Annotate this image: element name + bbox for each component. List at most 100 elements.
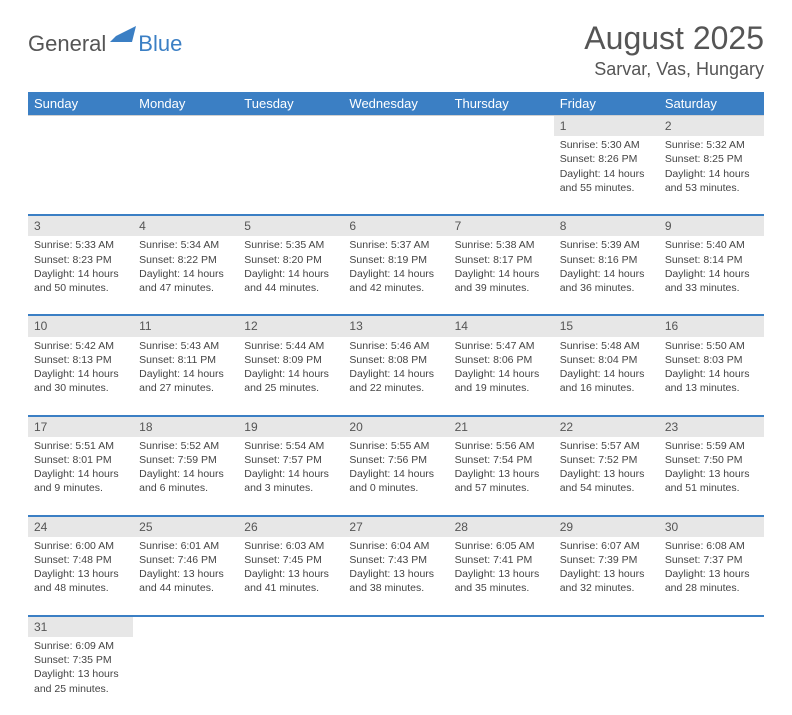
day-number-cell: 9 <box>659 215 764 236</box>
cell-line: Sunset: 7:45 PM <box>244 553 337 567</box>
cell-line: Sunset: 8:03 PM <box>665 353 758 367</box>
day-cell: Sunrise: 5:48 AMSunset: 8:04 PMDaylight:… <box>554 337 659 415</box>
day-number-cell <box>133 116 238 137</box>
day-cell: Sunrise: 6:05 AMSunset: 7:41 PMDaylight:… <box>449 537 554 615</box>
cell-line: Daylight: 14 hours <box>34 467 127 481</box>
day-cell: Sunrise: 5:43 AMSunset: 8:11 PMDaylight:… <box>133 337 238 415</box>
cell-line: and 53 minutes. <box>665 181 758 195</box>
week-row: Sunrise: 6:09 AMSunset: 7:35 PMDaylight:… <box>28 637 764 715</box>
cell-line: and 30 minutes. <box>34 381 127 395</box>
cell-line: Sunrise: 6:00 AM <box>34 539 127 553</box>
day-number-cell: 29 <box>554 516 659 537</box>
day-cell: Sunrise: 6:09 AMSunset: 7:35 PMDaylight:… <box>28 637 133 715</box>
day-number-cell <box>238 616 343 637</box>
day-number-cell: 27 <box>343 516 448 537</box>
day-number-cell: 6 <box>343 215 448 236</box>
cell-line: and 35 minutes. <box>455 581 548 595</box>
day-number-cell <box>449 616 554 637</box>
cell-line: Daylight: 13 hours <box>139 567 232 581</box>
day-number-cell: 17 <box>28 416 133 437</box>
cell-line: Daylight: 14 hours <box>139 367 232 381</box>
day-number-cell: 8 <box>554 215 659 236</box>
day-number-cell: 26 <box>238 516 343 537</box>
cell-line: and 33 minutes. <box>665 281 758 295</box>
cell-line: Sunset: 8:26 PM <box>560 152 653 166</box>
day-cell: Sunrise: 5:50 AMSunset: 8:03 PMDaylight:… <box>659 337 764 415</box>
cell-line: Sunset: 8:01 PM <box>34 453 127 467</box>
cell-line: Sunrise: 5:35 AM <box>244 238 337 252</box>
day-cell: Sunrise: 5:30 AMSunset: 8:26 PMDaylight:… <box>554 136 659 214</box>
cell-line: and 38 minutes. <box>349 581 442 595</box>
daynum-row: 10111213141516 <box>28 315 764 336</box>
cell-line: Daylight: 13 hours <box>34 567 127 581</box>
day-number-cell: 28 <box>449 516 554 537</box>
cell-line: Sunset: 7:56 PM <box>349 453 442 467</box>
logo-part2: Blue <box>138 31 182 57</box>
cell-line: Sunset: 8:13 PM <box>34 353 127 367</box>
day-cell: Sunrise: 5:44 AMSunset: 8:09 PMDaylight:… <box>238 337 343 415</box>
day-number-cell <box>238 116 343 137</box>
day-number-cell <box>449 116 554 137</box>
day-number-cell: 20 <box>343 416 448 437</box>
cell-line: Daylight: 14 hours <box>244 367 337 381</box>
cell-line: Daylight: 14 hours <box>139 467 232 481</box>
day-number-cell <box>133 616 238 637</box>
cell-line: Daylight: 13 hours <box>560 567 653 581</box>
week-row: Sunrise: 5:42 AMSunset: 8:13 PMDaylight:… <box>28 337 764 415</box>
cell-line: Sunset: 7:39 PM <box>560 553 653 567</box>
day-cell: Sunrise: 5:35 AMSunset: 8:20 PMDaylight:… <box>238 236 343 314</box>
day-number-cell: 31 <box>28 616 133 637</box>
day-cell: Sunrise: 6:01 AMSunset: 7:46 PMDaylight:… <box>133 537 238 615</box>
cell-line: Sunrise: 5:47 AM <box>455 339 548 353</box>
cell-line: Sunset: 7:52 PM <box>560 453 653 467</box>
week-row: Sunrise: 5:33 AMSunset: 8:23 PMDaylight:… <box>28 236 764 314</box>
cell-line: Sunrise: 6:05 AM <box>455 539 548 553</box>
cell-line: Daylight: 13 hours <box>560 467 653 481</box>
day-number-cell <box>343 116 448 137</box>
day-number-cell: 7 <box>449 215 554 236</box>
day-number-cell: 30 <box>659 516 764 537</box>
day-header: Thursday <box>449 92 554 116</box>
cell-line: Daylight: 14 hours <box>349 367 442 381</box>
cell-line: Daylight: 14 hours <box>560 367 653 381</box>
cell-line: Sunset: 7:35 PM <box>34 653 127 667</box>
cell-line: Daylight: 14 hours <box>349 467 442 481</box>
cell-line: Sunset: 8:08 PM <box>349 353 442 367</box>
cell-line: Sunset: 8:17 PM <box>455 253 548 267</box>
cell-line: Sunrise: 5:37 AM <box>349 238 442 252</box>
cell-line: and 54 minutes. <box>560 481 653 495</box>
day-cell <box>133 136 238 214</box>
day-header: Friday <box>554 92 659 116</box>
day-number-cell: 24 <box>28 516 133 537</box>
day-cell: Sunrise: 5:51 AMSunset: 8:01 PMDaylight:… <box>28 437 133 515</box>
cell-line: and 57 minutes. <box>455 481 548 495</box>
cell-line: Sunrise: 5:55 AM <box>349 439 442 453</box>
day-cell <box>449 637 554 715</box>
day-cell: Sunrise: 6:03 AMSunset: 7:45 PMDaylight:… <box>238 537 343 615</box>
cell-line: Daylight: 13 hours <box>665 567 758 581</box>
day-cell <box>238 136 343 214</box>
cell-line: Daylight: 14 hours <box>455 367 548 381</box>
day-header: Sunday <box>28 92 133 116</box>
cell-line: Sunset: 7:50 PM <box>665 453 758 467</box>
week-row: Sunrise: 5:51 AMSunset: 8:01 PMDaylight:… <box>28 437 764 515</box>
cell-line: Sunrise: 6:01 AM <box>139 539 232 553</box>
day-header: Tuesday <box>238 92 343 116</box>
cell-line: Daylight: 14 hours <box>34 367 127 381</box>
day-number-cell: 2 <box>659 116 764 137</box>
day-number-cell: 22 <box>554 416 659 437</box>
cell-line: Daylight: 13 hours <box>455 467 548 481</box>
cell-line: Daylight: 13 hours <box>244 567 337 581</box>
cell-line: Sunrise: 5:50 AM <box>665 339 758 353</box>
cell-line: Daylight: 13 hours <box>665 467 758 481</box>
cell-line: Daylight: 13 hours <box>349 567 442 581</box>
cell-line: and 51 minutes. <box>665 481 758 495</box>
day-number-cell: 14 <box>449 315 554 336</box>
cell-line: Daylight: 13 hours <box>34 667 127 681</box>
cell-line: Sunset: 7:43 PM <box>349 553 442 567</box>
cell-line: and 22 minutes. <box>349 381 442 395</box>
cell-line: Daylight: 13 hours <box>455 567 548 581</box>
day-number-cell: 10 <box>28 315 133 336</box>
daynum-row: 31 <box>28 616 764 637</box>
cell-line: Sunrise: 5:33 AM <box>34 238 127 252</box>
